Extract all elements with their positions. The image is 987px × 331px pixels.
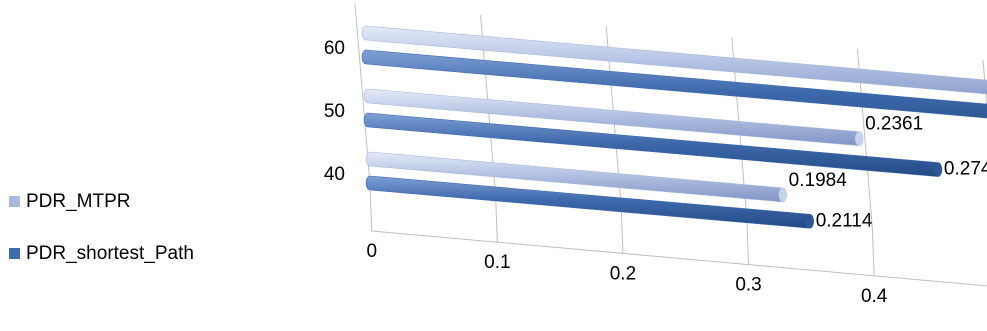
bar-PDR_shortest_Path	[361, 49, 987, 119]
bar-cap	[855, 131, 864, 146]
x-tick-label: 0.2	[610, 263, 636, 284]
legend-label: PDR_MTPR	[26, 191, 131, 212]
legend-swatch	[9, 196, 20, 207]
x-tick-label: 0.3	[735, 275, 761, 296]
gridline-floor	[369, 183, 373, 232]
data-label: 0.1984	[789, 170, 848, 191]
data-label: 0.274	[944, 159, 987, 180]
category-label: 50	[324, 101, 345, 122]
x-tick-label: 0.1	[484, 252, 510, 273]
legend-label: PDR_shortest_Path	[26, 243, 194, 264]
gridline-floor	[746, 217, 750, 265]
category-label: 60	[324, 38, 345, 59]
gridline-floor	[871, 228, 875, 276]
data-label: 0.2114	[816, 210, 873, 231]
legend: PDR_MTPR PDR_shortest_Path	[9, 191, 194, 264]
legend-swatch	[9, 248, 20, 259]
data-label: 0.2361	[865, 114, 923, 135]
labels: 00.10.20.30.40.5600.37080.4208500.23610.…	[324, 38, 987, 318]
bar-cap	[778, 187, 787, 202]
gridline-floor	[620, 206, 624, 254]
category-label: 40	[324, 164, 345, 185]
gridline-floor	[495, 195, 498, 243]
bar-PDR_MTPR	[361, 25, 987, 95]
bar-cap	[933, 162, 942, 177]
floor-edge	[371, 230, 987, 287]
bar-cap	[805, 214, 814, 229]
bars	[361, 25, 987, 229]
x-tick-label: 0	[366, 241, 377, 262]
x-tick-label: 0.4	[861, 286, 888, 307]
